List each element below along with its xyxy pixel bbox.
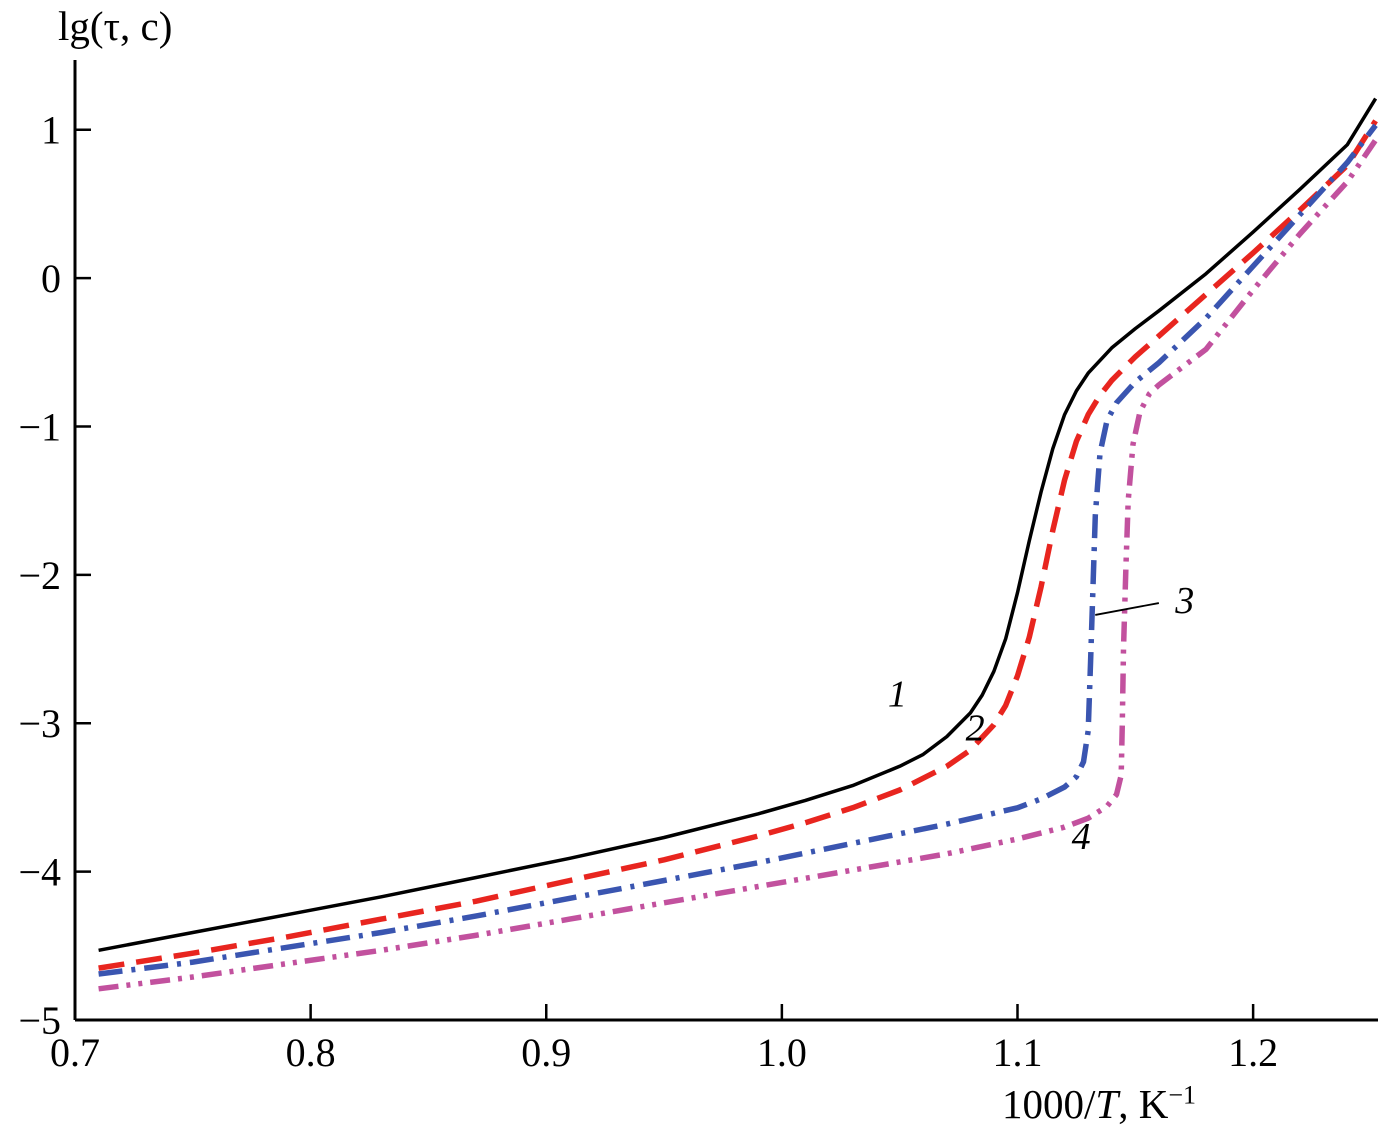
series-curve-1 <box>98 97 1378 953</box>
y-axis-title-pre: lg( <box>58 3 104 49</box>
curve-label-2: 2 <box>966 708 985 750</box>
annotation-leader-line <box>1095 602 1160 616</box>
series-curve-2 <box>98 119 1378 971</box>
y-tick-label: 0 <box>41 256 61 301</box>
curve-label-4: 4 <box>1072 816 1091 858</box>
curve-label-1: 1 <box>888 674 907 716</box>
series-curve-3 <box>98 123 1378 977</box>
y-tick-label: −4 <box>18 850 61 895</box>
series-curve-4 <box>98 138 1378 992</box>
y-tick-label: −3 <box>18 701 61 746</box>
y-axis-title-post: , c) <box>120 3 173 49</box>
tau-symbol: τ <box>103 3 121 49</box>
curve-label-3: 3 <box>1174 580 1194 622</box>
y-axis-title: lg(τ, c) <box>58 2 172 50</box>
x-axis-title: 1000/T, K−1 <box>1002 1080 1196 1128</box>
y-tick-label: −2 <box>18 553 61 598</box>
y-tick-label: −1 <box>18 404 61 449</box>
x-tick-label: 1.0 <box>757 1030 807 1075</box>
x-tick-label: 0.9 <box>521 1030 571 1075</box>
y-tick-label: −5 <box>18 998 61 1043</box>
x-tick-label: 1.1 <box>992 1030 1042 1075</box>
x-axis-title-pre: 1000/ <box>1002 1081 1096 1127</box>
x-tick-label: 1.2 <box>1228 1030 1278 1075</box>
y-tick-label: 1 <box>41 108 61 153</box>
x-axis-title-mid: , K <box>1118 1081 1169 1127</box>
x-tick-label: 0.8 <box>286 1030 336 1075</box>
x-tick-label: 0.7 <box>50 1030 100 1075</box>
x-axis-title-exponent: −1 <box>1168 1080 1196 1110</box>
temperature-symbol: T <box>1095 1081 1119 1127</box>
